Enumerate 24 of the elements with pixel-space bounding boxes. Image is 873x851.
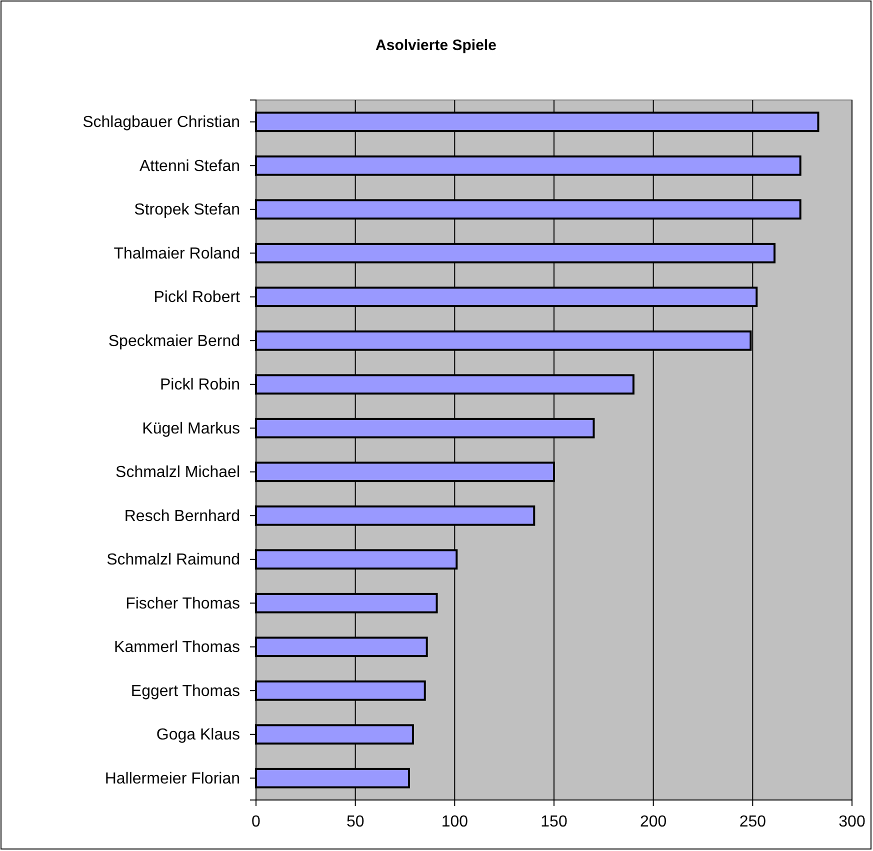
x-tick-label: 250 <box>739 814 766 831</box>
chart-title: Asolvierte Spiele <box>376 37 496 54</box>
y-tick-label: Thalmaier Roland <box>114 245 240 262</box>
y-tick-label: Schlagbauer Christian <box>82 114 240 131</box>
y-tick-label: Goga Klaus <box>156 726 240 744</box>
y-tick-label: Kammerl Thomas <box>114 638 240 656</box>
x-tick-label: 100 <box>441 814 468 831</box>
y-tick-label: Kügel Markus <box>142 420 240 438</box>
y-tick-label: Resch Bernhard <box>124 508 240 525</box>
y-tick-label: Stropek Stefan <box>134 201 240 218</box>
y-tick-label: Hallermeier Florian <box>104 770 240 788</box>
y-tick-label: Schmalzl Raimund <box>106 551 240 568</box>
y-tick-label: Pickl Robin <box>160 376 240 394</box>
x-tick-label: 150 <box>540 814 568 831</box>
y-tick-label: Fischer Thomas <box>126 595 240 612</box>
x-tick-label: 300 <box>838 814 866 831</box>
y-tick-label: Attenni Stefan <box>139 158 240 175</box>
x-tick-label: 200 <box>640 814 667 831</box>
y-tick-label: Pickl Robert <box>154 288 241 306</box>
y-tick-label: Eggert Thomas <box>130 682 240 700</box>
y-tick-label: Schmalzl Michael <box>116 464 240 481</box>
x-tick-label: 50 <box>346 814 364 831</box>
y-tick-label: Speckmaier Bernd <box>108 332 240 350</box>
x-tick-label: 0 <box>252 814 261 831</box>
